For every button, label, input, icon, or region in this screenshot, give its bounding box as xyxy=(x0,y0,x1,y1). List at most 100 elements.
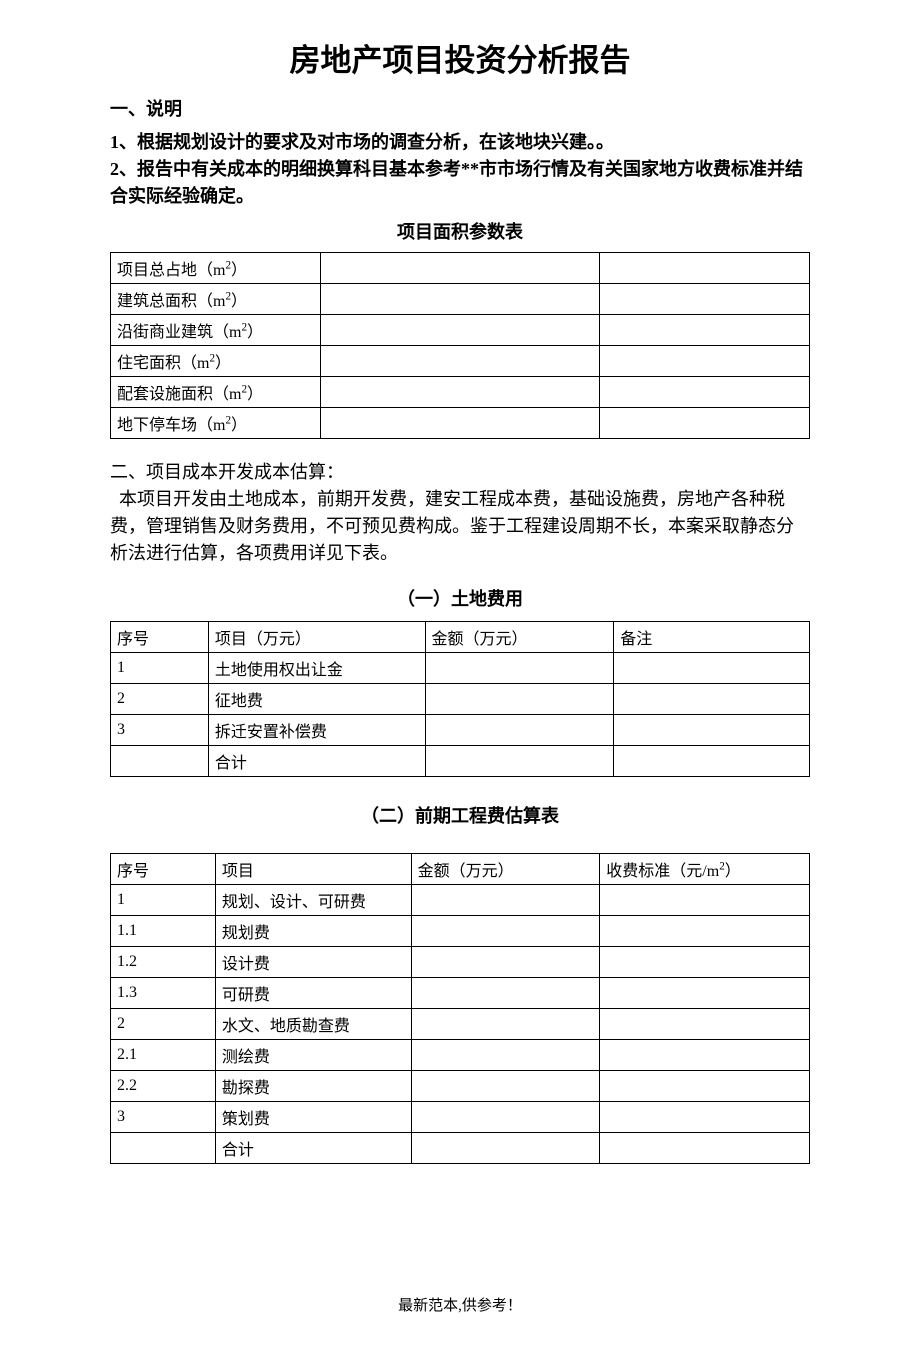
table-cell xyxy=(600,284,810,315)
table-row: 合计 xyxy=(111,1133,810,1164)
table-cell xyxy=(411,1071,600,1102)
table-cell: 1.2 xyxy=(111,947,216,978)
table-cell xyxy=(600,377,810,408)
footer-note: 最新范本,供参考！ xyxy=(110,1294,810,1315)
table-cell xyxy=(320,408,600,439)
table-cell: 土地使用权出让金 xyxy=(208,653,425,684)
table-cell xyxy=(614,653,810,684)
table-cell: 2 xyxy=(111,1009,216,1040)
table-cell xyxy=(600,978,810,1009)
table-cell: 项目总占地（m2） xyxy=(111,253,321,284)
table-cell: 1 xyxy=(111,885,216,916)
table-cell xyxy=(600,916,810,947)
table-cell: 沿街商业建筑（m2） xyxy=(111,315,321,346)
table-cell: 可研费 xyxy=(215,978,411,1009)
table-header-cell: 项目（万元） xyxy=(208,622,425,653)
section-1-heading: 一、说明 xyxy=(110,95,810,121)
table-cell xyxy=(600,1133,810,1164)
table-cell: 地下停车场（m2） xyxy=(111,408,321,439)
table-cell xyxy=(111,1133,216,1164)
table-cell: 策划费 xyxy=(215,1102,411,1133)
table-cell xyxy=(425,715,614,746)
table-cell: 1.1 xyxy=(111,916,216,947)
table-header-cell: 备注 xyxy=(614,622,810,653)
table-cell: 2.2 xyxy=(111,1071,216,1102)
table-cell xyxy=(600,1009,810,1040)
table-cell xyxy=(600,1071,810,1102)
table-cell xyxy=(600,408,810,439)
table-cell xyxy=(614,684,810,715)
table-cell xyxy=(600,885,810,916)
table-row: 2.1 测绘费 xyxy=(111,1040,810,1071)
table-cell xyxy=(614,746,810,777)
table-cell: 合计 xyxy=(208,746,425,777)
table-row: 地下停车场（m2） xyxy=(111,408,810,439)
table-row: 3 拆迁安置补偿费 xyxy=(111,715,810,746)
table-row: 3 策划费 xyxy=(111,1102,810,1133)
table-cell xyxy=(411,1102,600,1133)
table-row: 2 征地费 xyxy=(111,684,810,715)
table-row: 2 水文、地质勘查费 xyxy=(111,1009,810,1040)
table-row: 1.1 规划费 xyxy=(111,916,810,947)
table-cell xyxy=(614,715,810,746)
table-cell: 配套设施面积（m2） xyxy=(111,377,321,408)
table-cell xyxy=(600,947,810,978)
table-cell: 拆迁安置补偿费 xyxy=(208,715,425,746)
table-cell xyxy=(320,315,600,346)
table-row: 沿街商业建筑（m2） xyxy=(111,315,810,346)
table-cell xyxy=(411,978,600,1009)
section-1-para-2: 2、报告中有关成本的明细换算科目基本参考**市市场行情及有关国家地方收费标准并结… xyxy=(110,156,810,210)
table-1-title: 项目面积参数表 xyxy=(110,218,810,244)
table-row: 建筑总面积（m2） xyxy=(111,284,810,315)
table-header-row: 序号 项目 金额（万元） 收费标准（元/m2） xyxy=(111,854,810,885)
table-cell xyxy=(320,253,600,284)
area-parameters-table: 项目总占地（m2） 建筑总面积（m2） 沿街商业建筑（m2） 住宅面积（m2） … xyxy=(110,252,810,439)
table-cell xyxy=(320,284,600,315)
table-header-cell: 金额（万元） xyxy=(425,622,614,653)
table-cell: 设计费 xyxy=(215,947,411,978)
table-cell: 3 xyxy=(111,1102,216,1133)
table-cell: 水文、地质勘查费 xyxy=(215,1009,411,1040)
document-title: 房地产项目投资分析报告 xyxy=(110,35,810,80)
table-cell: 2.1 xyxy=(111,1040,216,1071)
table-cell: 规划、设计、可研费 xyxy=(215,885,411,916)
table-cell: 勘探费 xyxy=(215,1071,411,1102)
table-cell: 2 xyxy=(111,684,209,715)
table-header-cell: 序号 xyxy=(111,854,216,885)
table-header-cell: 金额（万元） xyxy=(411,854,600,885)
table-cell: 测绘费 xyxy=(215,1040,411,1071)
land-fee-table: 序号 项目（万元） 金额（万元） 备注 1 土地使用权出让金 2 征地费 3 拆… xyxy=(110,621,810,777)
table-cell: 1.3 xyxy=(111,978,216,1009)
table-row: 1 土地使用权出让金 xyxy=(111,653,810,684)
table-row: 2.2 勘探费 xyxy=(111,1071,810,1102)
table-cell: 规划费 xyxy=(215,916,411,947)
section-2-para-1: 本项目开发由土地成本，前期开发费，建安工程成本费，基础设施费，房地产各种税费，管… xyxy=(110,486,810,567)
table-cell xyxy=(600,1040,810,1071)
table-row: 1.3 可研费 xyxy=(111,978,810,1009)
table-cell xyxy=(600,253,810,284)
table-cell xyxy=(425,746,614,777)
section-1-para-1: 1、根据规划设计的要求及对市场的调查分析，在该地块兴建。。 xyxy=(110,129,810,156)
table-cell xyxy=(320,346,600,377)
table-cell xyxy=(425,684,614,715)
table-cell xyxy=(600,346,810,377)
table-cell: 住宅面积（m2） xyxy=(111,346,321,377)
table-cell xyxy=(411,1040,600,1071)
table-cell xyxy=(411,916,600,947)
table-header-cell: 收费标准（元/m2） xyxy=(600,854,810,885)
table-header-cell: 项目 xyxy=(215,854,411,885)
table-cell: 征地费 xyxy=(208,684,425,715)
table-cell xyxy=(111,746,209,777)
table-row: 配套设施面积（m2） xyxy=(111,377,810,408)
table-cell: 1 xyxy=(111,653,209,684)
table-cell xyxy=(411,1133,600,1164)
table-cell: 3 xyxy=(111,715,209,746)
table-header-cell: 序号 xyxy=(111,622,209,653)
table-cell xyxy=(600,1102,810,1133)
table-row: 住宅面积（m2） xyxy=(111,346,810,377)
table-row: 1.2 设计费 xyxy=(111,947,810,978)
table-row: 合计 xyxy=(111,746,810,777)
table-cell: 合计 xyxy=(215,1133,411,1164)
table-cell xyxy=(411,885,600,916)
table-row: 1 规划、设计、可研费 xyxy=(111,885,810,916)
